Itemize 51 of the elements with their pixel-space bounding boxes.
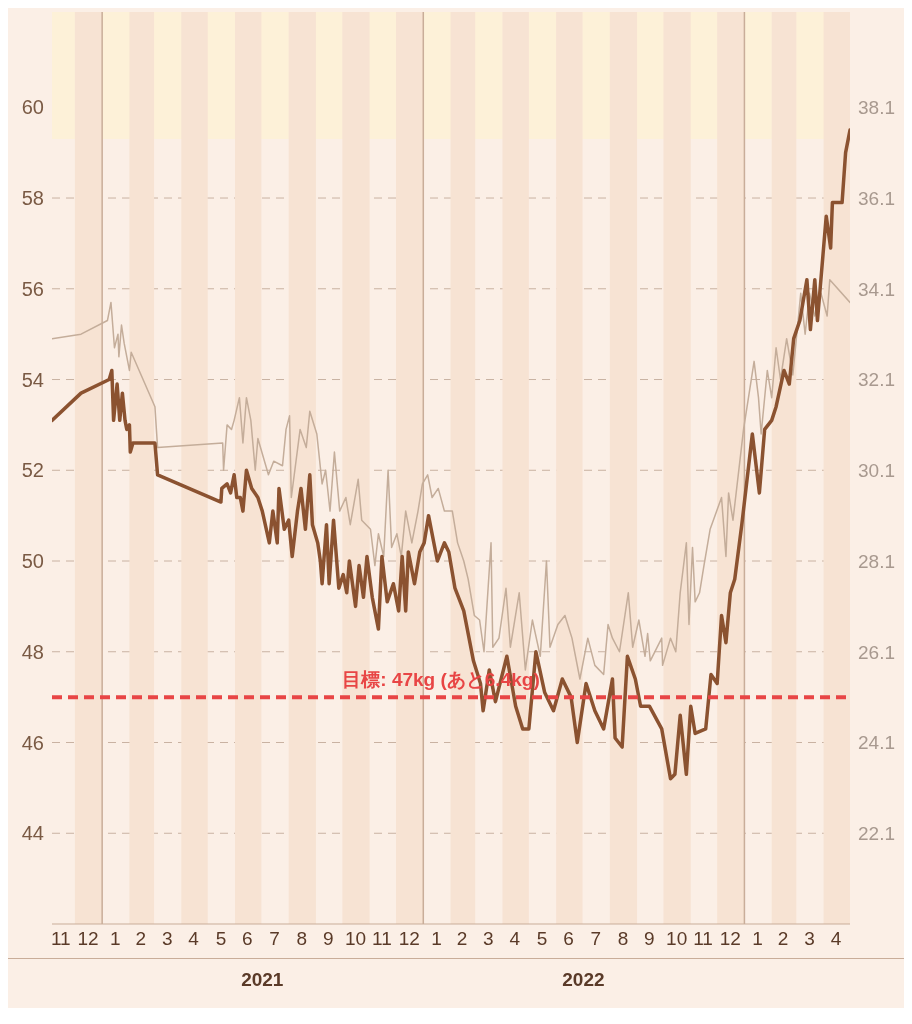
x-tick-label: 12 [77,928,99,950]
y-tick-label: 44 [21,822,44,845]
y2-tick-label: 24.1 [858,732,895,754]
x-tick-label: 10 [344,928,367,950]
x-tick-label: 7 [269,928,280,950]
y-tick-label: 46 [21,731,44,754]
y2-tick-label: 36.1 [858,187,895,209]
x-tick-label: 2 [456,928,468,950]
x-tick-label: 4 [830,928,842,950]
y-tick-label: 50 [21,550,44,573]
x-tick-label: 11 [693,928,713,950]
y-tick-label: 54 [21,368,44,391]
y-tick-label: 52 [21,459,44,482]
x-tick-label: 7 [590,928,602,950]
x-tick-label: 8 [617,928,629,950]
x-tick-label: 1 [752,928,763,950]
x-tick-label: 9 [322,928,334,950]
x-tick-label: 3 [804,928,815,950]
y2-tick-label: 28.1 [858,550,895,572]
y2-tick-label: 34.1 [858,278,895,300]
y2-tick-label: 26.1 [858,641,895,663]
x-tick-label: 1 [110,928,121,950]
y2-tick-label: 32.1 [858,369,895,391]
y2-tick-label: 22.1 [858,823,895,844]
x-tick-label: 2 [777,928,789,950]
x2-tick-label: 2021 [240,969,285,991]
x-tick-label: 8 [296,928,308,950]
x-tick-label: 6 [563,928,574,950]
y2-tick-label: 30.1 [858,460,895,482]
x-tick-label: 11 [50,928,71,950]
x-tick-label: 2 [135,928,147,950]
x-tick-label: 1 [431,928,442,950]
x-tick-label: 11 [372,928,392,950]
x-tick-label: 3 [483,928,494,950]
y-tick-label: 48 [21,640,44,663]
x2-tick-label: 2022 [561,969,606,991]
x-tick-label: 6 [242,928,253,950]
x-tick-label: 9 [644,928,655,950]
y-tick-label: 58 [21,187,44,210]
x-tick-label: 5 [536,928,548,950]
x-tick-label: 5 [215,928,227,950]
x-tick-label: 12 [398,928,420,950]
x-tick-label: 4 [509,928,521,950]
x-tick-label: 10 [666,928,688,950]
x-tick-label: 12 [719,928,741,950]
x-tick-label: 3 [161,928,173,950]
x-tick-label: 4 [188,928,200,950]
y-tick-label: 60 [21,96,44,119]
line-series [52,128,850,781]
y2-tick-label: 38.1 [858,97,895,119]
y-tick-label: 56 [21,277,44,300]
